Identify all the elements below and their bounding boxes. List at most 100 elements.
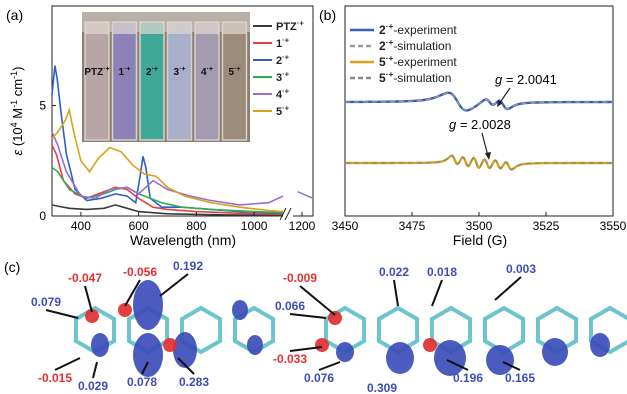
vial-label: 4·+: [201, 66, 213, 78]
legend-label: 3·+: [276, 70, 290, 84]
x-tick-label: 3525: [533, 219, 560, 233]
x-tick-label: 3550: [600, 219, 627, 233]
pointer-line: [431, 279, 443, 307]
vials-photo-inset: PTZ·+ 1·+ 2·+ 3·+ 4·+ 5·+: [82, 12, 250, 142]
g-annotation-2: g = 2.0041: [495, 72, 557, 107]
x-tick-label: 1200: [289, 219, 316, 233]
molecule-right: [315, 306, 627, 376]
pointer-line: [54, 357, 81, 371]
series-line-4-tail: [297, 190, 314, 200]
spin-density-value: 0.309: [367, 381, 397, 394]
bond: [588, 306, 612, 321]
bond: [502, 306, 526, 321]
axis-b-xlabel: Field (G): [453, 232, 507, 248]
trace-2-simulation: [345, 92, 612, 112]
spin-density-value: 0.018: [427, 265, 457, 279]
series-line-PTZ: [51, 204, 284, 217]
axis-a-ylabel: ε (104 M-1 cm-1): [9, 67, 25, 156]
bond: [608, 339, 627, 354]
pointer-line: [141, 361, 149, 375]
vial-label: 1·+: [119, 66, 131, 78]
legend-label: 4·+: [276, 87, 290, 101]
vial: [166, 21, 193, 141]
pointer-line: [318, 361, 341, 371]
bond: [555, 306, 579, 321]
pointer-line: [177, 357, 195, 375]
bond: [252, 306, 276, 321]
spin-lobe-negative: [315, 338, 329, 352]
spin-lobe-positive: [386, 342, 414, 374]
spin-lobe-positive: [133, 333, 163, 377]
y-tick-label: 5: [39, 98, 46, 112]
spin-density-value: 0.029: [78, 379, 108, 393]
vial-cap: [112, 22, 137, 34]
vial: [111, 21, 138, 141]
x-tick-label: 800: [186, 219, 206, 233]
svg-text:g = 2.0028: g = 2.0028: [449, 117, 511, 132]
spin-density-value: -0.047: [68, 271, 102, 285]
pointer-line: [393, 279, 399, 307]
pointer-line: [159, 273, 189, 297]
pointer-line: [289, 346, 323, 352]
vial: [139, 21, 165, 141]
pointer-line: [502, 361, 521, 371]
bond: [376, 306, 400, 321]
pointer-line: [45, 309, 79, 319]
series-line-5: [51, 107, 284, 213]
panel-c-label: (c): [4, 259, 20, 275]
panel-b-chart: 3450 3475 3500 3525 3550 Field (G) 2·+-exper…: [332, 5, 627, 248]
bond: [608, 306, 627, 321]
bond: [449, 306, 473, 321]
bond: [93, 306, 117, 321]
spin-lobe-positive: [133, 280, 163, 330]
legend-label: 5·+-simulation: [379, 69, 451, 85]
spin-lobe-positive: [486, 345, 514, 375]
molecule-left: [73, 280, 276, 377]
trace-5-experiment: [345, 154, 612, 171]
x-tick-label: 600: [129, 219, 149, 233]
pointer-line: [289, 313, 327, 319]
x-tick-label: 3500: [466, 219, 493, 233]
spin-density-value: 0.192: [173, 259, 203, 273]
pointer-line: [494, 276, 522, 301]
legend-label: 2·+-experiment: [379, 21, 457, 37]
g-annotation-5: g = 2.0028: [449, 117, 511, 160]
legend-label: 2·+-simulation: [379, 37, 451, 53]
panel-a-chart: 400 600 800 1000 1200 0 5 Wavelength (nm) ε (…: [9, 5, 316, 248]
x-tick-label: 400: [71, 219, 91, 233]
vial-label: 2·+: [146, 66, 158, 78]
series-line-4: [51, 131, 284, 206]
spin-lobe-negative: [118, 303, 132, 317]
spin-density-value: 0.076: [304, 371, 334, 385]
legend-label: 5·+: [276, 104, 290, 118]
vial-label: 5·+: [229, 66, 241, 78]
spin-density-value: 0.066: [275, 299, 305, 313]
spin-density-value: 0.165: [505, 371, 535, 385]
y-tick-label: 0: [39, 209, 46, 223]
pointer-line: [84, 285, 93, 313]
vial: [221, 21, 248, 141]
bond: [73, 339, 97, 354]
x-tick-label: 1000: [241, 219, 268, 233]
svg-text:g = 2.0041: g = 2.0041: [495, 72, 557, 87]
vial-cap: [195, 22, 219, 34]
pointer-line: [124, 279, 141, 307]
spin-density-value: 0.079: [31, 295, 61, 309]
spin-density-value: -0.033: [273, 352, 307, 366]
bond: [396, 306, 420, 321]
spin-density-value: 0.078: [127, 375, 157, 389]
vial: [194, 21, 220, 141]
spin-lobe-positive: [232, 300, 248, 320]
spin-density-value: -0.009: [283, 271, 317, 285]
spin-lobe-positive: [247, 335, 263, 355]
spin-lobe-negative: [328, 311, 342, 325]
spin-density-value: -0.056: [123, 265, 157, 279]
legend-label: 2·+: [276, 53, 290, 67]
vial-label: PTZ·+: [84, 66, 109, 78]
vial-cap: [167, 22, 192, 34]
vial-label: 3·+: [174, 66, 186, 78]
legend-a: PTZ·+ 1·+ 2·+ 3·+ 4·+ 5·+: [253, 19, 304, 118]
spin-lobe-positive: [91, 333, 109, 357]
x-tick-label: 3475: [399, 219, 426, 233]
